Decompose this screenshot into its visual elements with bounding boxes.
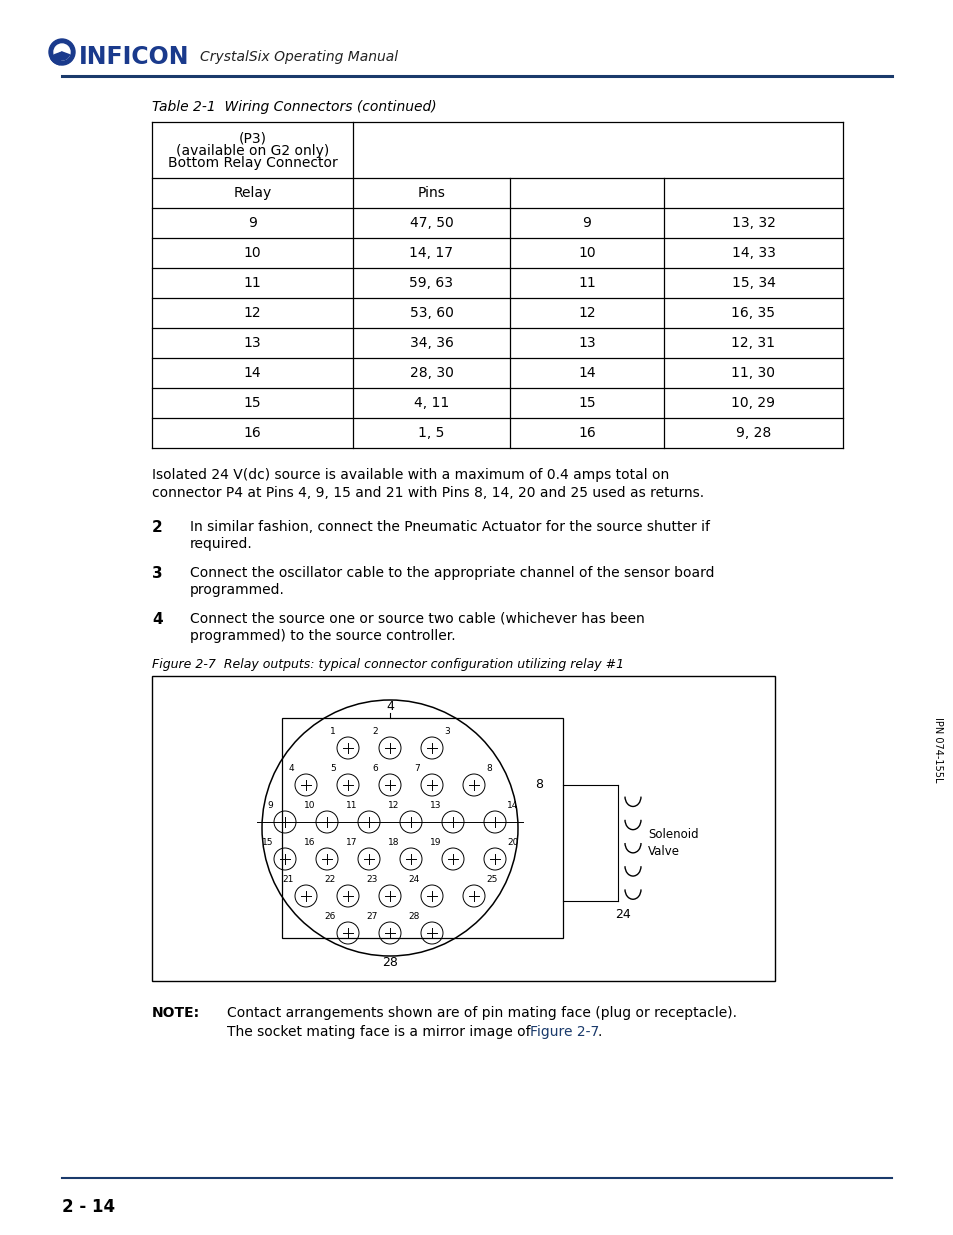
Text: (available on G2 only): (available on G2 only) xyxy=(175,144,329,158)
Text: 4, 11: 4, 11 xyxy=(414,396,449,410)
Text: 2 - 14: 2 - 14 xyxy=(62,1198,115,1216)
Text: 11, 30: 11, 30 xyxy=(731,366,775,380)
Text: 4: 4 xyxy=(386,699,394,713)
Text: 6: 6 xyxy=(372,764,377,773)
Text: 14: 14 xyxy=(506,802,517,810)
Text: Relay: Relay xyxy=(233,186,272,200)
Text: NOTE:: NOTE: xyxy=(152,1007,200,1020)
Text: Figure 2-7: Figure 2-7 xyxy=(530,1025,598,1039)
Text: programmed) to the source controller.: programmed) to the source controller. xyxy=(190,629,456,643)
Text: 14, 33: 14, 33 xyxy=(731,246,775,261)
Text: The socket mating face is a mirror image of: The socket mating face is a mirror image… xyxy=(227,1025,535,1039)
Text: 8: 8 xyxy=(485,764,491,773)
Text: 8: 8 xyxy=(535,778,542,792)
Text: 4: 4 xyxy=(288,764,294,773)
Text: 12: 12 xyxy=(387,802,398,810)
Text: 20: 20 xyxy=(506,839,517,847)
Text: 11: 11 xyxy=(243,275,261,290)
Bar xyxy=(152,676,774,981)
Text: 4: 4 xyxy=(152,613,162,627)
Text: Connect the oscillator cable to the appropriate channel of the sensor board: Connect the oscillator cable to the appr… xyxy=(190,566,714,580)
Text: 13: 13 xyxy=(578,336,596,350)
Text: Connect the source one or source two cable (whichever has been: Connect the source one or source two cab… xyxy=(190,613,644,626)
Text: Bottom Relay Connector: Bottom Relay Connector xyxy=(168,156,337,170)
Text: 15: 15 xyxy=(578,396,596,410)
Text: 17: 17 xyxy=(345,839,356,847)
Text: 9: 9 xyxy=(582,216,591,230)
Text: 10: 10 xyxy=(578,246,596,261)
Text: 53, 60: 53, 60 xyxy=(409,306,453,320)
Text: 28, 30: 28, 30 xyxy=(409,366,453,380)
Text: 25: 25 xyxy=(485,876,497,884)
Text: 1, 5: 1, 5 xyxy=(417,426,444,440)
Text: 16: 16 xyxy=(578,426,596,440)
Text: 14: 14 xyxy=(578,366,596,380)
Text: 12, 31: 12, 31 xyxy=(731,336,775,350)
Text: (P3): (P3) xyxy=(238,132,266,146)
Text: 59, 63: 59, 63 xyxy=(409,275,453,290)
Bar xyxy=(282,718,562,939)
Text: 2: 2 xyxy=(372,727,377,736)
Text: Pins: Pins xyxy=(417,186,445,200)
Text: 10: 10 xyxy=(303,802,314,810)
Text: 13: 13 xyxy=(429,802,440,810)
Text: 13, 32: 13, 32 xyxy=(731,216,775,230)
Text: 16: 16 xyxy=(243,426,261,440)
Text: 9: 9 xyxy=(267,802,273,810)
Text: CrystalSix Operating Manual: CrystalSix Operating Manual xyxy=(200,49,397,64)
Text: 22: 22 xyxy=(324,876,335,884)
Text: 28: 28 xyxy=(381,956,397,969)
Text: 1: 1 xyxy=(330,727,335,736)
Text: 15: 15 xyxy=(261,839,273,847)
Text: required.: required. xyxy=(190,537,253,551)
Text: In similar fashion, connect the Pneumatic Actuator for the source shutter if: In similar fashion, connect the Pneumati… xyxy=(190,520,709,534)
Text: 7: 7 xyxy=(414,764,419,773)
Text: Table 2-1  Wiring Connectors (continued): Table 2-1 Wiring Connectors (continued) xyxy=(152,100,436,114)
Text: 14: 14 xyxy=(243,366,261,380)
Text: 12: 12 xyxy=(578,306,596,320)
Text: 26: 26 xyxy=(324,911,335,921)
Text: 10: 10 xyxy=(243,246,261,261)
Text: INFICON: INFICON xyxy=(79,44,190,69)
Text: 24: 24 xyxy=(615,908,630,920)
Text: 2: 2 xyxy=(152,520,163,535)
Text: Figure 2-7  Relay outputs: typical connector configuration utilizing relay #1: Figure 2-7 Relay outputs: typical connec… xyxy=(152,658,623,671)
Text: 11: 11 xyxy=(578,275,596,290)
Text: 5: 5 xyxy=(330,764,335,773)
Text: 3: 3 xyxy=(152,566,162,580)
Text: 16, 35: 16, 35 xyxy=(731,306,775,320)
Text: 47, 50: 47, 50 xyxy=(409,216,453,230)
Text: 14, 17: 14, 17 xyxy=(409,246,453,261)
Text: 23: 23 xyxy=(366,876,377,884)
Text: 24: 24 xyxy=(408,876,419,884)
Text: 9, 28: 9, 28 xyxy=(735,426,770,440)
Text: 13: 13 xyxy=(243,336,261,350)
Text: 16: 16 xyxy=(303,839,314,847)
Text: 3: 3 xyxy=(443,727,449,736)
Text: IPN 074-155L: IPN 074-155L xyxy=(932,718,942,783)
Text: 12: 12 xyxy=(243,306,261,320)
Text: 28: 28 xyxy=(408,911,419,921)
Text: connector P4 at Pins 4, 9, 15 and 21 with Pins 8, 14, 20 and 25 used as returns.: connector P4 at Pins 4, 9, 15 and 21 wit… xyxy=(152,487,703,500)
Text: 27: 27 xyxy=(366,911,377,921)
Wedge shape xyxy=(51,52,62,64)
Text: Contact arrangements shown are of pin mating face (plug or receptacle).: Contact arrangements shown are of pin ma… xyxy=(227,1007,737,1020)
Text: Isolated 24 V(dc) source is available with a maximum of 0.4 amps total on: Isolated 24 V(dc) source is available wi… xyxy=(152,468,669,482)
Text: .: . xyxy=(598,1025,601,1039)
Wedge shape xyxy=(54,52,70,61)
Text: 15, 34: 15, 34 xyxy=(731,275,775,290)
Text: 10, 29: 10, 29 xyxy=(731,396,775,410)
Text: 9: 9 xyxy=(248,216,256,230)
Text: 19: 19 xyxy=(429,839,440,847)
Text: 18: 18 xyxy=(387,839,398,847)
Text: Solenoid
Valve: Solenoid Valve xyxy=(647,827,698,858)
Text: programmed.: programmed. xyxy=(190,583,285,597)
Text: 21: 21 xyxy=(282,876,294,884)
Text: 34, 36: 34, 36 xyxy=(409,336,453,350)
Circle shape xyxy=(49,40,75,65)
Text: 11: 11 xyxy=(345,802,356,810)
Text: 15: 15 xyxy=(243,396,261,410)
Circle shape xyxy=(54,44,70,61)
